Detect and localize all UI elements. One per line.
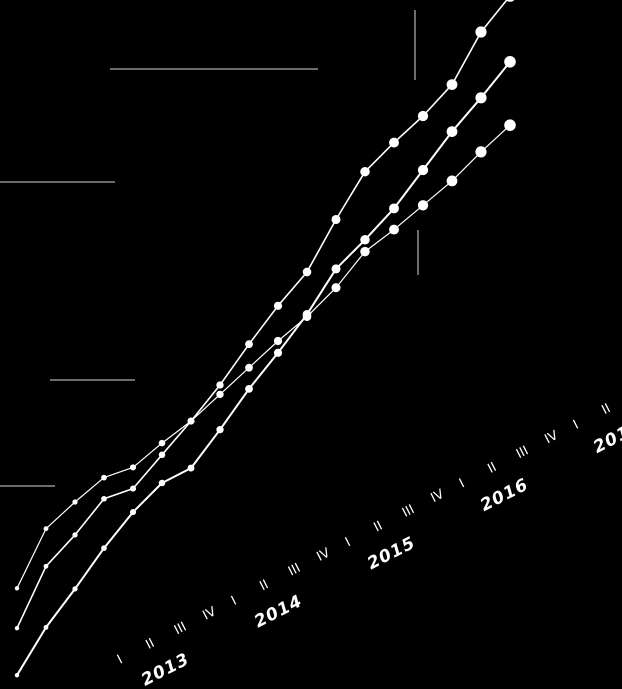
- data-point: [188, 465, 195, 472]
- x-tick-label: I: [571, 418, 581, 433]
- year-label: 2013: [138, 649, 193, 689]
- data-point: [44, 526, 49, 531]
- data-point: [101, 475, 107, 481]
- data-point: [15, 586, 19, 590]
- data-point: [331, 215, 340, 224]
- data-point: [72, 499, 77, 504]
- data-point: [159, 452, 166, 459]
- data-point: [360, 235, 369, 244]
- data-point: [274, 349, 282, 357]
- data-point: [130, 486, 136, 492]
- x-tick-label: III: [514, 443, 531, 462]
- data-point: [44, 625, 49, 630]
- x-tick-label: II: [486, 460, 500, 477]
- x-tick-label: I: [343, 535, 353, 550]
- data-point: [15, 626, 19, 630]
- data-point: [475, 146, 486, 157]
- x-tick-label: III: [286, 561, 303, 580]
- data-point: [303, 310, 312, 319]
- data-point: [101, 496, 107, 502]
- data-point: [360, 167, 369, 176]
- data-point: [245, 385, 253, 393]
- data-point: [418, 165, 428, 175]
- data-point: [331, 264, 340, 273]
- x-tick-label: II: [600, 401, 614, 418]
- data-point: [216, 426, 223, 433]
- x-tick-label: III: [172, 620, 189, 639]
- data-point: [159, 440, 166, 447]
- x-tick-label: II: [258, 577, 272, 594]
- x-tick-label: I: [115, 652, 125, 667]
- data-point: [418, 111, 428, 121]
- data-point: [245, 340, 253, 348]
- x-tick-label: III: [400, 502, 417, 521]
- data-point: [159, 480, 166, 487]
- data-point: [447, 79, 458, 90]
- data-point: [331, 283, 340, 292]
- year-label: 2014: [251, 591, 306, 632]
- decorative-strokes: [0, 10, 418, 486]
- x-tick-label: IV: [201, 604, 219, 623]
- data-point: [447, 176, 458, 187]
- data-point: [15, 673, 19, 677]
- year-label: 2017: [590, 417, 622, 458]
- data-point: [188, 418, 195, 425]
- series-line: [17, 125, 510, 588]
- data-point: [447, 126, 458, 137]
- x-tick-label: IV: [315, 546, 333, 565]
- series-group: [15, 0, 516, 677]
- data-point: [245, 364, 253, 372]
- data-point: [389, 203, 399, 213]
- x-tick-label: II: [144, 636, 158, 653]
- data-point: [504, 119, 516, 131]
- data-point: [475, 92, 486, 103]
- data-point: [72, 586, 77, 591]
- x-tick-label: I: [457, 476, 467, 491]
- data-point: [360, 247, 369, 256]
- data-point: [72, 532, 77, 537]
- data-point: [389, 138, 399, 148]
- data-point: [130, 464, 136, 470]
- x-tick-label: II: [372, 519, 386, 536]
- year-label: 2016: [477, 475, 532, 516]
- x-axis: IIIIIIIVIIIIIIIVIIIIIIIVIIIIIIIVIII20132…: [115, 401, 622, 689]
- data-point: [475, 26, 486, 37]
- data-point: [274, 302, 282, 310]
- data-point: [101, 545, 107, 551]
- data-point: [216, 391, 223, 398]
- series-2: [15, 0, 516, 630]
- data-point: [504, 56, 516, 68]
- x-tick-label: I: [229, 594, 239, 609]
- series-line: [17, 0, 510, 628]
- x-tick-label: IV: [429, 487, 447, 506]
- data-point: [274, 337, 282, 345]
- data-point: [216, 381, 223, 388]
- series-1: [15, 119, 516, 590]
- year-label: 2015: [364, 533, 419, 574]
- data-point: [418, 200, 428, 210]
- data-point: [44, 564, 49, 569]
- data-point: [389, 225, 399, 235]
- data-point: [130, 509, 136, 515]
- x-tick-label: IV: [543, 428, 561, 447]
- data-point: [303, 268, 312, 277]
